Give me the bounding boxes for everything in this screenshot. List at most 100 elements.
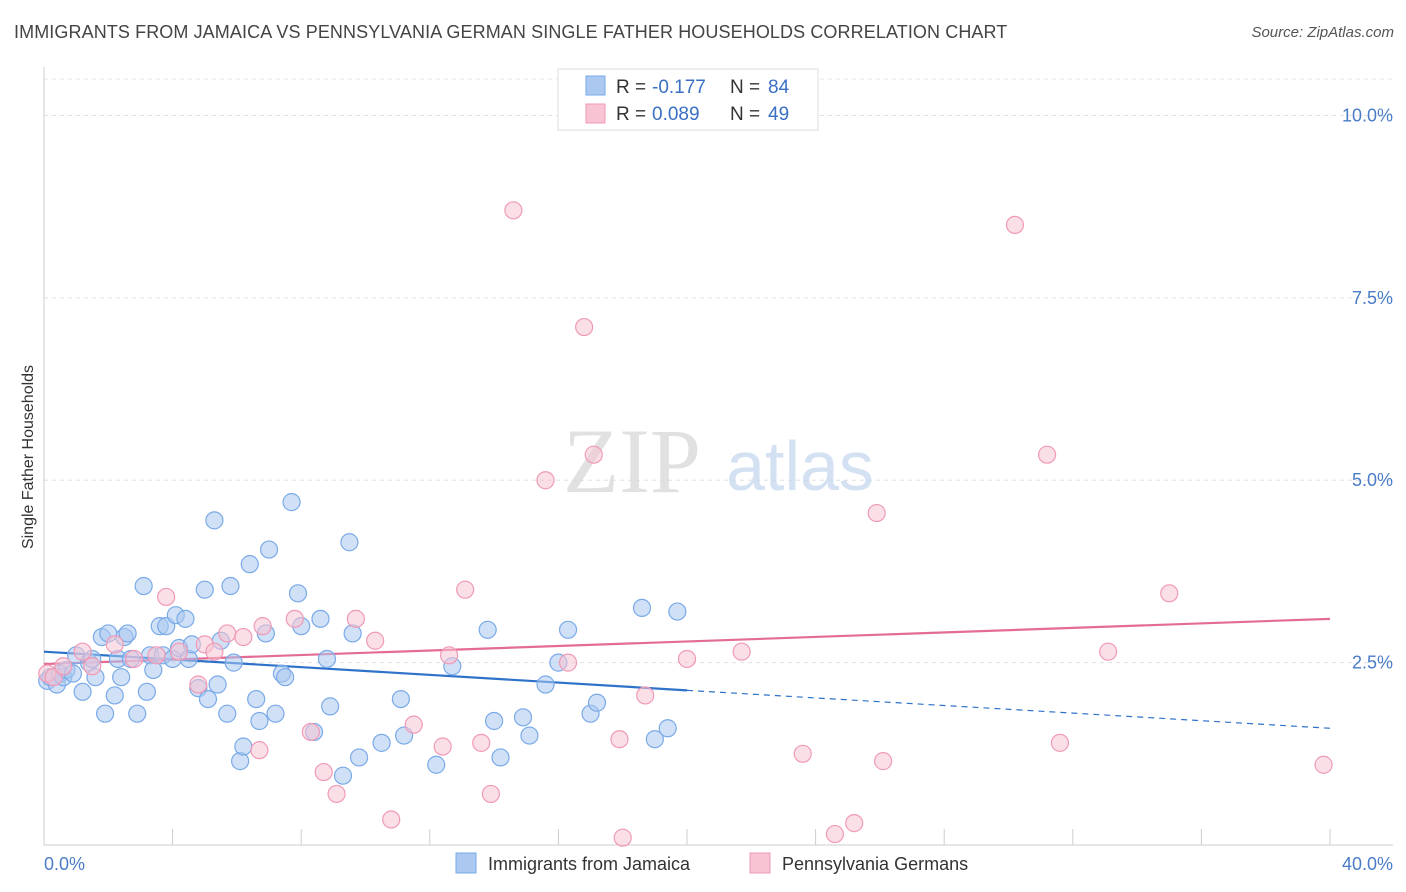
point-jamaica — [73, 682, 92, 701]
point-penn-german — [558, 653, 578, 672]
point-jamaica — [198, 689, 218, 709]
point-penn-german — [613, 828, 632, 847]
point-penn-german — [845, 814, 864, 833]
point-jamaica — [645, 730, 664, 749]
point-penn-german — [584, 445, 603, 464]
watermark-atlas: atlas — [726, 427, 874, 505]
data-points — [38, 201, 1333, 847]
correlation-legend: R = -0.177 N = 84 R = 0.089 N = 49 — [557, 68, 819, 131]
point-jamaica — [317, 649, 337, 669]
point-jamaica — [128, 704, 147, 723]
point-penn-german — [366, 631, 385, 650]
x-tick-label-max: 40.0% — [1342, 854, 1393, 874]
point-penn-german — [793, 744, 812, 763]
point-jamaica — [221, 576, 240, 596]
legend-r-label-2: R = — [616, 104, 646, 125]
point-jamaica — [520, 726, 539, 745]
point-penn-german — [404, 715, 423, 734]
watermark-zip: ZIP — [563, 410, 701, 512]
point-penn-german — [504, 201, 523, 220]
point-jamaica — [558, 620, 578, 639]
point-penn-german — [147, 646, 166, 665]
point-penn-german — [205, 642, 224, 661]
legend-n-label-2: N = — [730, 104, 760, 125]
point-jamaica — [536, 675, 555, 694]
point-jamaica — [176, 609, 195, 628]
legend-n-value-1: 84 — [768, 77, 790, 98]
legend-r-label-1: R = — [616, 77, 646, 98]
point-jamaica — [276, 668, 295, 687]
point-penn-german — [83, 657, 102, 676]
point-jamaica — [491, 748, 510, 767]
point-jamaica — [112, 668, 131, 687]
point-penn-german — [218, 624, 237, 643]
point-penn-german — [677, 649, 697, 669]
point-jamaica — [247, 689, 266, 709]
point-penn-german — [157, 587, 176, 607]
point-penn-german — [536, 471, 555, 490]
point-jamaica — [134, 576, 153, 596]
point-penn-german — [314, 762, 333, 782]
legend-marker-jamaica — [455, 852, 477, 874]
point-penn-german — [346, 609, 365, 628]
legend-r-value-1: -0.177 — [652, 77, 706, 98]
point-penn-german — [636, 686, 655, 705]
point-penn-german — [825, 824, 844, 844]
legend-label-jamaica: Immigrants from Jamaica — [488, 854, 691, 874]
point-penn-german — [189, 675, 208, 694]
point-penn-german — [481, 784, 500, 804]
point-jamaica — [485, 711, 504, 731]
point-jamaica — [259, 540, 279, 559]
legend-label-penn-german: Pennsylvania Germans — [782, 854, 968, 874]
point-jamaica — [95, 704, 115, 723]
point-penn-german — [874, 752, 893, 771]
point-jamaica — [234, 737, 253, 756]
point-penn-german — [610, 730, 629, 749]
point-jamaica — [224, 653, 243, 672]
point-penn-german — [54, 657, 73, 676]
point-penn-german — [301, 722, 320, 742]
y-tick-label: 5.0% — [1352, 470, 1393, 490]
point-penn-german — [124, 649, 144, 669]
point-jamaica — [208, 675, 227, 694]
trendline-jamaica-extension — [686, 689, 1331, 729]
point-jamaica — [282, 493, 301, 512]
point-penn-german — [105, 635, 124, 654]
point-jamaica — [218, 704, 237, 723]
point-jamaica — [195, 580, 214, 599]
y-tick-label: 7.5% — [1352, 288, 1393, 308]
point-jamaica — [513, 708, 533, 727]
trendline-penn-german — [43, 617, 1331, 666]
point-penn-german — [456, 580, 475, 599]
chart-title: IMMIGRANTS FROM JAMAICA VS PENNSYLVANIA … — [14, 22, 1008, 42]
point-jamaica — [349, 748, 369, 767]
point-jamaica — [137, 682, 156, 701]
series-legend: Immigrants from Jamaica Pennsylvania Ger… — [455, 852, 968, 874]
point-jamaica — [427, 755, 446, 774]
y-tick-label: 2.5% — [1352, 653, 1393, 673]
point-jamaica — [250, 711, 269, 731]
point-penn-german — [169, 642, 189, 661]
point-jamaica — [311, 609, 330, 628]
point-jamaica — [240, 555, 259, 574]
y-tick-label: 10.0% — [1342, 105, 1393, 125]
point-penn-german — [1160, 584, 1179, 603]
point-jamaica — [632, 598, 652, 618]
point-jamaica — [340, 533, 359, 552]
point-jamaica — [333, 766, 353, 785]
point-penn-german — [234, 627, 253, 647]
point-jamaica — [205, 511, 224, 530]
point-penn-german — [73, 642, 92, 661]
grid-lines: 2.5% 5.0% 7.5% 10.0% — [44, 78, 1393, 673]
legend-n-label-1: N = — [730, 77, 760, 98]
legend-r-value-2: 0.089 — [652, 104, 700, 125]
point-penn-german — [253, 617, 272, 636]
y-axis-label: Single Father Households — [20, 365, 37, 549]
point-jamaica — [372, 733, 391, 752]
legend-n-value-2: 49 — [768, 104, 789, 125]
point-penn-german — [472, 733, 491, 752]
source-credit: Source: ZipAtlas.com — [1251, 24, 1394, 41]
point-penn-german — [285, 609, 304, 628]
point-jamaica — [478, 620, 497, 639]
